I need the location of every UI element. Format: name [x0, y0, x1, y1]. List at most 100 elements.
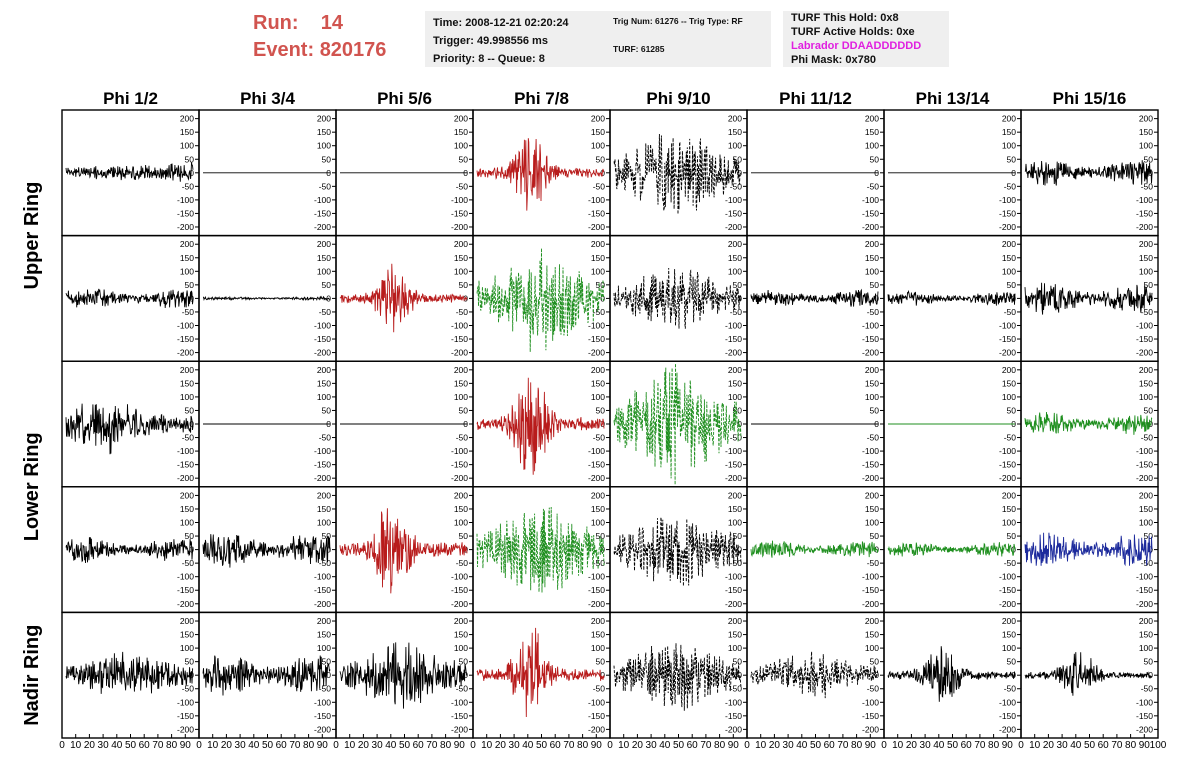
- y-tick-label: 150: [454, 253, 468, 263]
- x-tick-label: 50: [810, 740, 822, 751]
- x-tick-label: 80: [1125, 740, 1137, 751]
- y-tick-label: -50: [730, 181, 743, 191]
- y-tick-label: 50: [1007, 280, 1017, 290]
- y-tick-label: 150: [317, 378, 331, 388]
- y-tick-label: 100: [591, 266, 605, 276]
- y-tick-label: -100: [314, 572, 331, 582]
- y-tick-label: 150: [454, 630, 468, 640]
- y-tick-label: 50: [459, 657, 469, 667]
- trigger-info-box: Trig Num: 61276 -- Trig Type: RF TURF: 6…: [605, 11, 771, 67]
- y-tick-label: 0: [1148, 293, 1153, 303]
- y-tick-label: 100: [317, 141, 331, 151]
- x-tick-label: 40: [522, 740, 534, 751]
- y-tick-label: -150: [451, 585, 468, 595]
- y-tick-label: 50: [870, 405, 880, 415]
- y-tick-label: -50: [182, 307, 195, 317]
- x-tick-label: 90: [1002, 740, 1014, 751]
- run-label: Run:: [253, 12, 299, 34]
- y-tick-label: -200: [314, 348, 331, 358]
- y-tick-label: 0: [874, 293, 879, 303]
- x-tick-label: 70: [1111, 740, 1123, 751]
- y-tick-label: 150: [728, 630, 742, 640]
- y-tick-label: 100: [180, 141, 194, 151]
- x-tick-label: 80: [988, 740, 1000, 751]
- x-tick-label: 40: [1070, 740, 1082, 751]
- y-tick-label: 200: [317, 114, 331, 124]
- x-tick-label: 70: [974, 740, 986, 751]
- y-tick-label: -150: [1136, 334, 1153, 344]
- y-tick-label: -50: [182, 558, 195, 568]
- waveform-r2-c6: [750, 288, 879, 307]
- y-tick-label: 0: [600, 293, 605, 303]
- x-tick-label: 30: [1057, 740, 1069, 751]
- waveform-r3-c4: [476, 377, 605, 475]
- x-tick-label: 60: [687, 740, 699, 751]
- y-tick-label: -100: [725, 195, 742, 205]
- x-tick-label: 80: [303, 740, 315, 751]
- y-tick-label: 200: [1139, 114, 1153, 124]
- x-tick-label: 10: [892, 740, 904, 751]
- y-tick-label: 150: [728, 253, 742, 263]
- x-tick-label: 10: [70, 740, 82, 751]
- waveform-r5-c1: [65, 651, 194, 694]
- y-tick-label: -200: [177, 222, 194, 232]
- y-tick-label: 150: [591, 630, 605, 640]
- y-tick-label: 150: [180, 378, 194, 388]
- y-tick-label: 150: [317, 253, 331, 263]
- y-tick-label: -50: [1004, 684, 1017, 694]
- y-tick-label: 50: [870, 154, 880, 164]
- y-tick-label: -200: [862, 473, 879, 483]
- x-tick-label: 60: [139, 740, 151, 751]
- event-value: 820176: [319, 39, 387, 61]
- y-tick-label: -150: [725, 334, 742, 344]
- waveform-r4-c2: [202, 534, 331, 568]
- column-header-4: Phi 7/8: [514, 89, 569, 108]
- y-tick-label: -100: [862, 320, 879, 330]
- y-tick-label: 50: [1144, 657, 1154, 667]
- y-tick-label: 50: [733, 405, 743, 415]
- x-tick-label: 20: [358, 740, 370, 751]
- waveform-r2-c8: [1024, 282, 1153, 315]
- x-tick-label: 30: [372, 740, 384, 751]
- y-tick-label: 100: [180, 266, 194, 276]
- y-tick-label: -200: [588, 724, 605, 734]
- y-tick-label: 150: [317, 630, 331, 640]
- y-tick-label: 50: [596, 405, 606, 415]
- y-tick-label: -50: [182, 181, 195, 191]
- y-tick-label: -200: [588, 599, 605, 609]
- y-tick-label: -150: [862, 585, 879, 595]
- x-tick-label: 10: [1029, 740, 1041, 751]
- x-tick-label: 20: [495, 740, 507, 751]
- y-tick-label: -150: [177, 585, 194, 595]
- x-tick-label: 90: [180, 740, 192, 751]
- y-tick-label: -50: [593, 558, 606, 568]
- y-tick-label: 100: [1139, 518, 1153, 528]
- y-tick-label: 100: [865, 392, 879, 402]
- x-tick-label: 70: [700, 740, 712, 751]
- y-tick-label: -100: [1136, 572, 1153, 582]
- x-tick-label: 90: [591, 740, 603, 751]
- y-tick-label: 100: [454, 266, 468, 276]
- waveform-r4-c3: [339, 508, 468, 594]
- y-tick-label: -100: [177, 195, 194, 205]
- y-tick-label: -200: [177, 348, 194, 358]
- waveform-r4-c4: [476, 506, 605, 593]
- y-tick-label: -200: [999, 724, 1016, 734]
- y-tick-label: -150: [999, 208, 1016, 218]
- labrador-text: Labrador DDAADDDDDD: [791, 40, 922, 52]
- x-tick-label: 30: [783, 740, 795, 751]
- y-tick-label: 200: [454, 616, 468, 626]
- y-tick-label: 50: [185, 280, 195, 290]
- y-tick-label: 200: [728, 616, 742, 626]
- y-tick-label: 150: [1002, 378, 1016, 388]
- y-tick-label: 200: [1139, 239, 1153, 249]
- y-tick-label: 50: [459, 531, 469, 541]
- y-tick-label: -150: [725, 711, 742, 721]
- x-tick-label: 30: [646, 740, 658, 751]
- y-tick-label: -200: [588, 348, 605, 358]
- y-tick-label: 0: [737, 545, 742, 555]
- waveform-r4-c8: [1024, 532, 1153, 567]
- y-tick-label: -100: [314, 195, 331, 205]
- y-tick-label: -50: [867, 684, 880, 694]
- column-header-3: Phi 5/6: [377, 89, 432, 108]
